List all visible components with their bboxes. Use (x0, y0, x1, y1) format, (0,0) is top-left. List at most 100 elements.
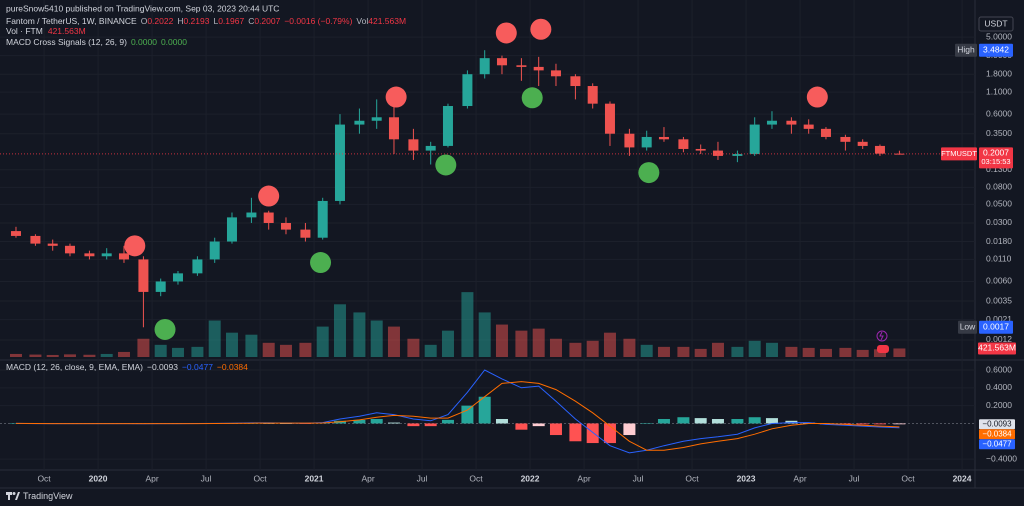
histogram-bar (677, 417, 690, 424)
histogram-bar (586, 423, 599, 444)
logo-part (12, 492, 16, 495)
y-tick-label: 0.0800 (986, 182, 1012, 192)
signals-title: MACD Cross Signals (12, 26, 9) (6, 37, 127, 47)
candle-body (300, 229, 311, 238)
author-line: pureSnow5410 published on TradingView.co… (6, 3, 279, 13)
volume-bar (569, 342, 582, 357)
low-value-bg (979, 320, 1013, 334)
candle-body (388, 117, 399, 140)
high-tag-label: High (957, 44, 975, 54)
bar-countdown: 03:15:53 (981, 157, 1010, 166)
x-tick-label: 2023 (737, 473, 756, 483)
candle-body (209, 241, 220, 260)
y-tick-label: −0.4000 (986, 453, 1017, 463)
volume-bar (586, 340, 599, 357)
candle-body (334, 124, 345, 201)
volume-bar (549, 338, 562, 357)
candle-body (47, 243, 58, 246)
y-tick-label: 0.2000 (986, 400, 1012, 410)
candle-body (786, 120, 797, 125)
volume-bar (495, 324, 508, 357)
volume-bar (711, 342, 724, 357)
ohlc-value: −0.0016 (−0.79%) (284, 16, 352, 26)
candle-body (587, 86, 598, 104)
symbol-tag: FTMUSDT (941, 149, 977, 158)
histogram-bar (532, 423, 545, 427)
cross-signal (258, 185, 280, 207)
histogram-bar (856, 423, 869, 425)
y-tick-label: 0.1300 (986, 164, 1012, 174)
y-tick-label: 5.0000 (986, 31, 1012, 41)
layers: Oct 2020 Apr Jul Oct 2021 Apr Jul Oct 2022 Apr Jul O… (0, 3, 1018, 484)
candle-body (658, 136, 669, 140)
low-value: 0.0017 (983, 322, 1009, 332)
x-tick-label: Oct (685, 473, 699, 483)
macd-tag-bg (979, 429, 1015, 440)
logo-part (15, 492, 20, 500)
candle-body (678, 139, 689, 149)
candle-body (425, 145, 436, 151)
candle-body (192, 259, 203, 274)
cross-signal (435, 154, 457, 176)
volume-bar (299, 342, 312, 357)
low-tag-bg (958, 320, 977, 334)
volume-bar (677, 346, 690, 357)
candle-body (172, 273, 183, 282)
volume-bar (370, 320, 383, 357)
volume-bar (623, 338, 636, 357)
alert-icon-bolt (879, 331, 884, 341)
ohlc-key: H (177, 16, 183, 26)
candle-body (155, 281, 166, 292)
volume-tag-bg (978, 342, 1016, 355)
cross-signal (310, 252, 332, 274)
histogram-bar (623, 423, 636, 436)
volume-bar (657, 346, 670, 357)
macd-tag: −0.0477 (982, 439, 1012, 448)
signals-value: 0.0000 (161, 37, 187, 47)
candle-body (533, 66, 544, 71)
candle-body (118, 253, 129, 260)
candle-body (408, 139, 419, 151)
x-tick-label: Apr (361, 473, 374, 483)
x-tick-label: 2021 (305, 473, 324, 483)
x-tick-label: Jul (849, 473, 860, 483)
high-tag-bg (955, 43, 977, 57)
volume-bar (461, 292, 474, 357)
macd-tag-bg (979, 439, 1015, 450)
macd-tag: −0.0384 (982, 429, 1012, 438)
volume-bar (478, 312, 491, 357)
cross-signal (124, 235, 146, 257)
volume-bar (245, 334, 258, 357)
volume-bar (785, 346, 798, 357)
histogram-bar (515, 423, 528, 430)
volume-bar (46, 354, 59, 357)
candle-body (712, 150, 723, 156)
y-tick-label: 0.6000 (986, 364, 1012, 374)
volume-bar (765, 342, 778, 357)
volume-bar (9, 353, 22, 357)
candle-body (732, 154, 743, 156)
candle-body (246, 212, 257, 218)
histogram-bar (424, 423, 437, 427)
x-tick-label: Jul (633, 473, 644, 483)
y-tick-label: 0.0300 (986, 217, 1012, 227)
histogram-bar (893, 423, 906, 425)
volume-bar (333, 304, 346, 357)
volume-bar (83, 354, 96, 357)
volume-bar (819, 348, 832, 357)
volume-bar (839, 347, 852, 357)
candle-body (857, 141, 868, 146)
volume-bar (171, 347, 184, 357)
symbol-name: Fantom / TetherUS, 1W, BINANCE (6, 16, 137, 26)
volume-bar (387, 326, 400, 357)
symbol-tag-bg (941, 147, 977, 161)
ohlc-value: 0.1967 (218, 16, 244, 26)
x-tick-label: 2024 (953, 473, 972, 483)
x-tick-label: Apr (577, 473, 590, 483)
y-tick-label: 0.3500 (986, 128, 1012, 138)
histogram-bar (765, 418, 778, 424)
cross-signal (806, 86, 828, 108)
candle-body (138, 259, 149, 292)
